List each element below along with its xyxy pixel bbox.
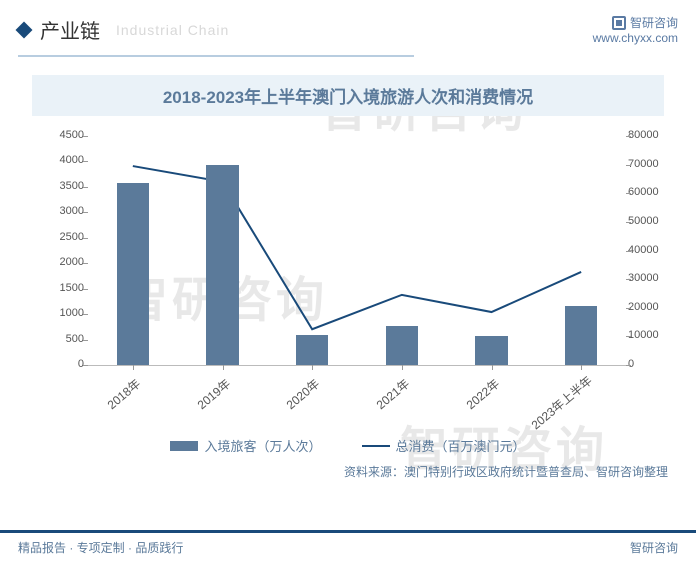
x-category-label: 2019年 xyxy=(169,375,234,433)
y-left-tick-mark xyxy=(83,263,88,264)
y-right-tick-label: 60000 xyxy=(628,186,672,198)
y-right-tick-label: 50000 xyxy=(628,215,672,227)
x-category-label: 2023年上半年 xyxy=(528,375,593,433)
y-right-tick-label: 10000 xyxy=(628,329,672,341)
y-right-tick-label: 0 xyxy=(628,358,672,370)
y-left-tick-label: 1000 xyxy=(48,307,84,319)
plot-region: 0500100015002000250030003500400045000100… xyxy=(88,136,626,366)
footer-brand: 智研咨询 xyxy=(630,539,678,556)
section-subtitle: Industrial Chain xyxy=(116,22,229,38)
y-left-tick-mark xyxy=(83,314,88,315)
bar xyxy=(296,335,328,365)
section-bullet-icon xyxy=(16,21,33,38)
x-tick-mark xyxy=(492,365,493,370)
brand-line: 智研咨询 xyxy=(612,14,678,31)
y-right-tick-mark xyxy=(626,308,631,309)
bar xyxy=(206,165,238,366)
legend-item-bar: 入境旅客（万人次） xyxy=(170,436,321,455)
x-tick-mark xyxy=(402,365,403,370)
y-right-tick-label: 70000 xyxy=(628,158,672,170)
y-right-tick-label: 20000 xyxy=(628,301,672,313)
y-left-tick-label: 500 xyxy=(48,333,84,345)
y-right-tick-label: 40000 xyxy=(628,244,672,256)
x-tick-mark xyxy=(581,365,582,370)
header-underline xyxy=(18,55,678,57)
y-left-tick-mark xyxy=(83,238,88,239)
y-left-tick-mark xyxy=(83,340,88,341)
brand-url: www.chyxx.com xyxy=(593,31,678,45)
y-right-tick-label: 80000 xyxy=(628,129,672,141)
y-left-tick-mark xyxy=(83,136,88,137)
x-category-label: 2020年 xyxy=(259,375,324,433)
y-left-tick-label: 1500 xyxy=(48,282,84,294)
y-left-tick-label: 3000 xyxy=(48,205,84,217)
y-right-tick-mark xyxy=(626,165,631,166)
y-left-tick-label: 3500 xyxy=(48,180,84,192)
bar xyxy=(475,336,507,365)
y-right-tick-label: 30000 xyxy=(628,272,672,284)
brand-name: 智研咨询 xyxy=(630,14,678,31)
x-category-label: 2022年 xyxy=(438,375,503,433)
y-left-tick-mark xyxy=(83,365,88,366)
line-series-svg xyxy=(88,136,626,365)
y-left-tick-label: 4500 xyxy=(48,129,84,141)
y-left-tick-mark xyxy=(83,212,88,213)
legend-bar-label: 入境旅客（万人次） xyxy=(204,436,321,455)
bar xyxy=(565,306,597,365)
legend-line-label: 总消费（百万澳门元） xyxy=(396,436,526,455)
x-tick-mark xyxy=(223,365,224,370)
y-right-tick-mark xyxy=(626,222,631,223)
y-left-tick-mark xyxy=(83,161,88,162)
section-title: 产业链 xyxy=(40,15,100,44)
line-series-path xyxy=(133,166,581,329)
footer-tagline: 精品报告 · 专项定制 · 品质践行 xyxy=(18,539,183,556)
brand-logo-icon xyxy=(612,16,626,30)
y-right-tick-mark xyxy=(626,336,631,337)
y-right-tick-mark xyxy=(626,193,631,194)
x-tick-mark xyxy=(312,365,313,370)
legend-item-line: 总消费（百万澳门元） xyxy=(362,436,526,455)
chart-title: 2018-2023年上半年澳门入境旅游人次和消费情况 xyxy=(32,75,664,116)
x-category-label: 2021年 xyxy=(348,375,413,433)
y-right-tick-mark xyxy=(626,251,631,252)
y-left-tick-label: 2500 xyxy=(48,231,84,243)
chart-source: 资料来源：澳门特别行政区政府统计暨普查局、智研咨询整理 xyxy=(0,463,668,480)
page-footer: 精品报告 · 专项定制 · 品质践行 智研咨询 xyxy=(0,530,696,562)
y-right-tick-mark xyxy=(626,279,631,280)
y-right-tick-mark xyxy=(626,136,631,137)
y-left-tick-label: 4000 xyxy=(48,154,84,166)
y-left-tick-mark xyxy=(83,187,88,188)
bar xyxy=(117,183,149,365)
x-category-label: 2018年 xyxy=(79,375,144,433)
header-left: 产业链 Industrial Chain xyxy=(18,15,229,44)
chart-area: 0 500 1000 1500 2000 2500 3000 3500 4000 4500 0 100… xyxy=(40,126,676,426)
y-left-tick-mark xyxy=(83,289,88,290)
legend-line-swatch-icon xyxy=(362,445,390,447)
bar xyxy=(386,326,418,365)
page-header: 产业链 Industrial Chain 智研咨询 www.chyxx.com xyxy=(0,0,696,55)
y-left-tick-label: 0 xyxy=(48,358,84,370)
y-right-tick-mark xyxy=(626,365,631,366)
y-left-tick-label: 2000 xyxy=(48,256,84,268)
legend-bar-swatch-icon xyxy=(170,441,198,451)
brand-block: 智研咨询 www.chyxx.com xyxy=(593,14,678,45)
x-tick-mark xyxy=(133,365,134,370)
chart-legend: 入境旅客（万人次） 总消费（百万澳门元） xyxy=(0,436,696,455)
